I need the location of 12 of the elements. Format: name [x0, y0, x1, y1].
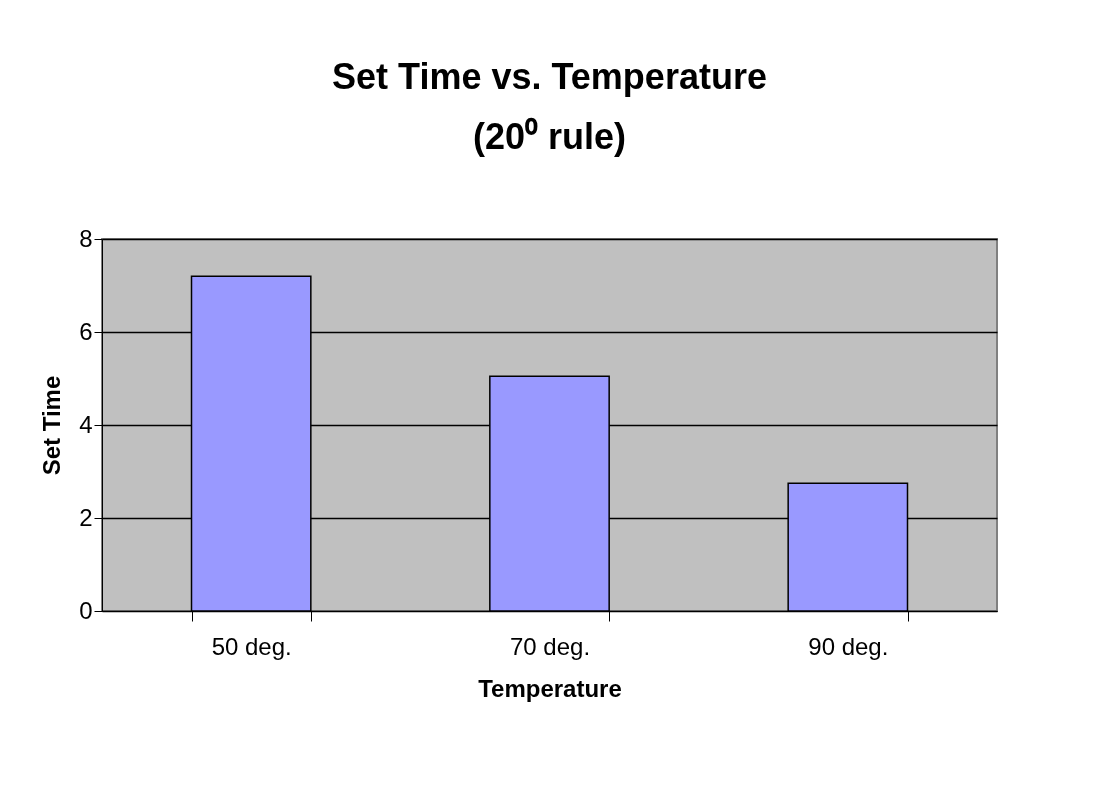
text: Set Time vs. Temperature	[332, 56, 767, 97]
y-tick-label: 8	[79, 224, 93, 252]
x-tick-label: 70 deg.	[509, 632, 591, 660]
y-tick-label: 6	[79, 317, 93, 345]
x-tick-label: 50 deg.	[211, 632, 292, 660]
y-tick-label: 0	[79, 596, 93, 624]
y-tick-label: 4	[79, 410, 93, 438]
x-tick-label: 90 deg.	[808, 632, 889, 660]
text: (20⁰ rule)	[472, 116, 627, 157]
y-axis-title: Set Time	[38, 375, 66, 476]
y-tick-label: 2	[79, 503, 93, 531]
x-axis-title: Temperature	[478, 674, 622, 702]
